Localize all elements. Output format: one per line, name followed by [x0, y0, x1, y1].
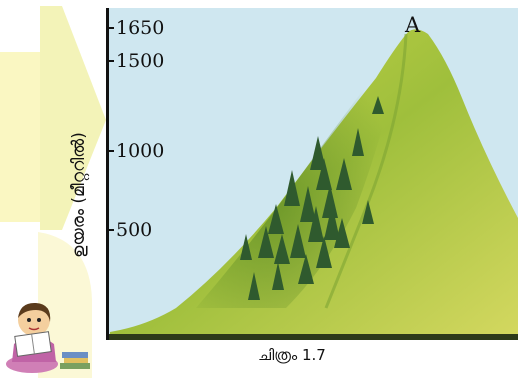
tick-label-1500: 1500 [116, 50, 165, 72]
side-panel [0, 52, 42, 222]
left-decoration [0, 6, 106, 378]
peak-label: A [405, 13, 421, 37]
tick-label-500: 500 [116, 219, 153, 241]
baseline [106, 334, 518, 340]
mountain-ridge [324, 33, 408, 309]
arrow-shape [40, 6, 106, 230]
tick-label-1000: 1000 [116, 140, 165, 162]
lower-arc [38, 232, 92, 378]
figure-caption: ചിത്രം 1.7 [258, 346, 326, 364]
tick-label-1650: 1650 [116, 17, 165, 39]
pine-tree-icon [240, 96, 384, 300]
mountain-figure [106, 8, 518, 340]
y-axis-label: ഉയരം (മീറ്ററിൽ) [69, 132, 89, 258]
reading-girl-icon [6, 302, 90, 373]
